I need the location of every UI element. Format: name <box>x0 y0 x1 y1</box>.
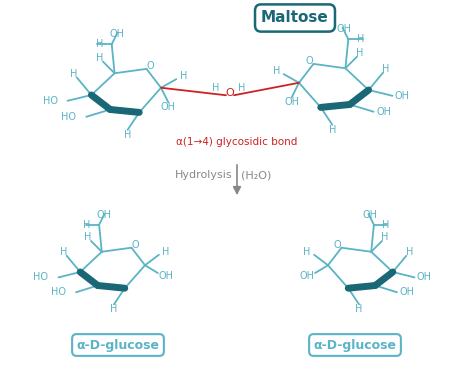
Text: H: H <box>70 69 78 78</box>
Text: OH: OH <box>337 24 352 34</box>
Text: α(1→4) glycosidic bond: α(1→4) glycosidic bond <box>176 137 298 147</box>
Text: H: H <box>212 83 219 93</box>
Text: O: O <box>306 56 313 66</box>
Text: H: H <box>83 220 91 230</box>
Text: H: H <box>328 125 336 135</box>
Text: H: H <box>124 130 131 140</box>
Text: H: H <box>356 48 364 58</box>
Text: Hydrolysis: Hydrolysis <box>175 170 233 180</box>
Text: OH: OH <box>161 102 176 112</box>
Text: Maltose: Maltose <box>261 11 329 25</box>
Text: OH: OH <box>158 271 173 281</box>
Text: OH: OH <box>363 210 377 220</box>
Text: OH: OH <box>284 97 299 107</box>
Text: O: O <box>334 240 341 250</box>
Text: OH: OH <box>97 210 111 220</box>
Text: H: H <box>381 232 389 242</box>
Text: H: H <box>180 71 187 81</box>
Text: H: H <box>110 304 118 315</box>
Text: H: H <box>96 39 103 49</box>
Text: H: H <box>406 247 413 257</box>
Text: α-D-glucose: α-D-glucose <box>76 338 159 351</box>
Text: H: H <box>60 247 67 257</box>
Text: OH: OH <box>109 29 124 39</box>
Text: H: H <box>356 304 363 315</box>
Text: OH: OH <box>417 273 432 282</box>
Text: HO: HO <box>43 96 57 106</box>
Text: OH: OH <box>395 91 410 101</box>
Text: H: H <box>238 83 246 93</box>
Text: OH: OH <box>400 287 414 297</box>
Text: H: H <box>96 53 104 63</box>
Text: H: H <box>303 247 311 257</box>
Text: H: H <box>162 247 170 257</box>
Text: O: O <box>132 240 139 250</box>
Text: H: H <box>382 220 390 230</box>
Text: O: O <box>226 88 234 98</box>
Text: HO: HO <box>61 112 76 122</box>
Text: H: H <box>383 64 390 74</box>
Text: HO: HO <box>51 287 66 297</box>
Text: H: H <box>356 34 364 44</box>
Text: OH: OH <box>300 271 315 281</box>
Text: (H₂O): (H₂O) <box>241 170 272 180</box>
Text: O: O <box>146 61 155 71</box>
Text: H: H <box>273 66 281 76</box>
Text: H: H <box>84 232 91 242</box>
Text: HO: HO <box>34 273 48 282</box>
Text: OH: OH <box>376 107 391 117</box>
Text: α-D-glucose: α-D-glucose <box>313 338 396 351</box>
